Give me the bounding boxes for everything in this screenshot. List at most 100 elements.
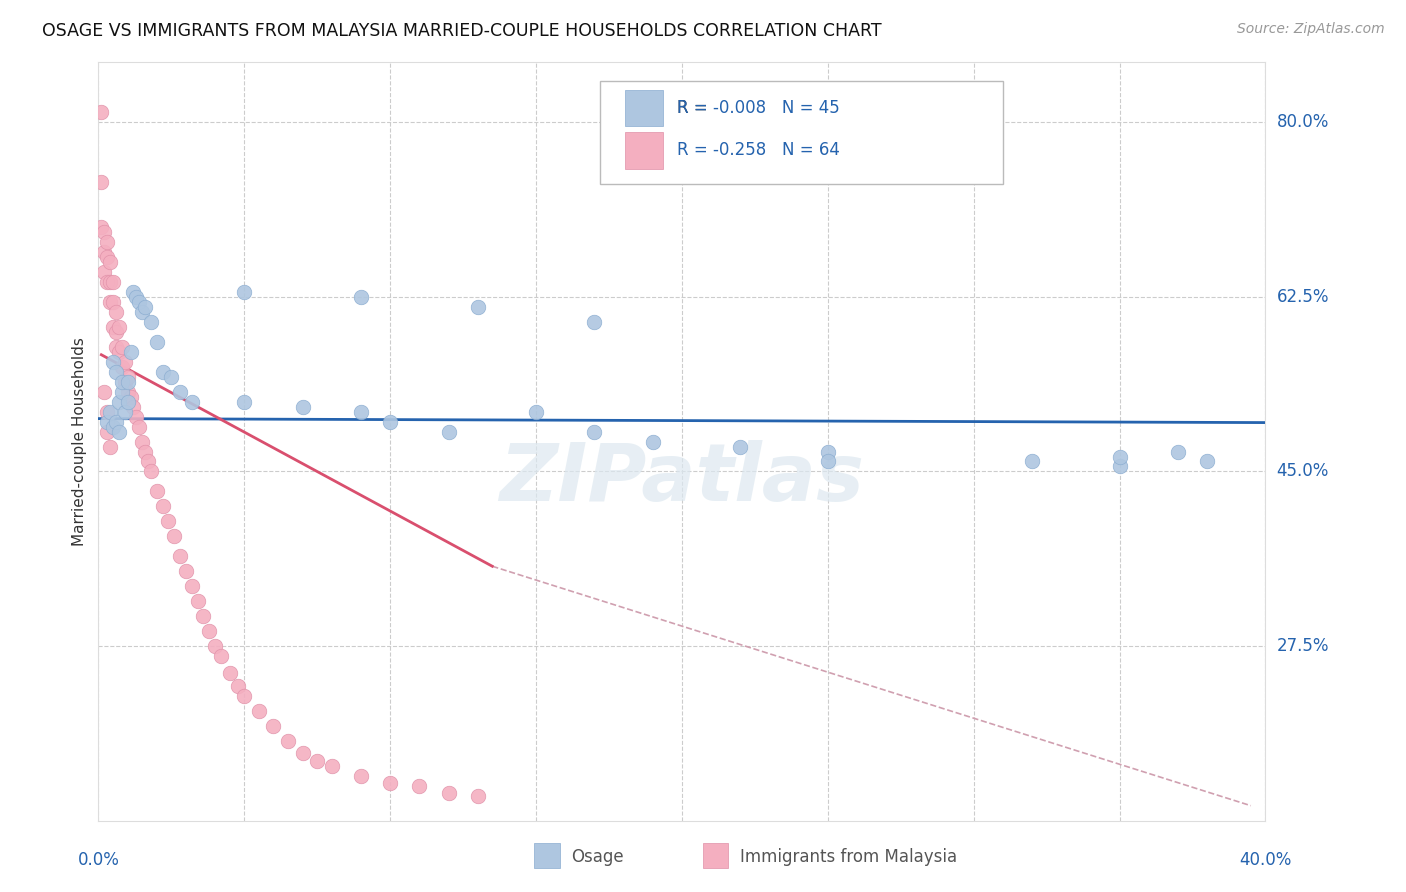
Point bbox=[104, 305, 127, 319]
Text: 27.5%: 27.5% bbox=[1277, 637, 1329, 655]
Point bbox=[98, 404, 121, 418]
Point bbox=[1021, 454, 1043, 468]
Point bbox=[174, 564, 197, 578]
Point bbox=[96, 235, 118, 249]
Point bbox=[93, 265, 115, 279]
Text: Osage: Osage bbox=[571, 848, 623, 866]
Point bbox=[114, 404, 136, 418]
Point bbox=[467, 789, 489, 803]
Point bbox=[291, 746, 314, 760]
Point bbox=[93, 244, 115, 259]
Point bbox=[157, 514, 180, 528]
Point bbox=[90, 175, 112, 189]
Point bbox=[93, 225, 115, 239]
Point bbox=[111, 384, 134, 399]
Point bbox=[817, 444, 839, 458]
Text: ZIPatlas: ZIPatlas bbox=[499, 441, 865, 518]
Point bbox=[583, 315, 606, 329]
Point bbox=[321, 758, 343, 772]
Point bbox=[524, 404, 547, 418]
Point bbox=[125, 409, 148, 424]
Point bbox=[111, 340, 134, 354]
Point bbox=[104, 340, 127, 354]
Bar bbox=[624, 89, 664, 126]
Text: Immigrants from Malaysia: Immigrants from Malaysia bbox=[740, 848, 956, 866]
Point bbox=[114, 375, 136, 389]
Point bbox=[583, 425, 606, 439]
Point bbox=[233, 285, 256, 299]
Text: 40.0%: 40.0% bbox=[1239, 851, 1292, 869]
Point bbox=[193, 609, 215, 624]
Point bbox=[131, 305, 153, 319]
Point bbox=[1195, 454, 1218, 468]
Point bbox=[90, 220, 112, 235]
Point bbox=[98, 255, 121, 269]
Point bbox=[101, 355, 124, 369]
Point bbox=[108, 425, 131, 439]
Point bbox=[817, 454, 839, 468]
Point bbox=[114, 355, 136, 369]
Point bbox=[350, 769, 373, 783]
Point bbox=[104, 415, 127, 429]
Point bbox=[1108, 450, 1130, 464]
Y-axis label: Married-couple Households: Married-couple Households bbox=[72, 337, 87, 546]
Point bbox=[198, 624, 221, 639]
Text: 0.0%: 0.0% bbox=[77, 851, 120, 869]
Point bbox=[380, 776, 402, 790]
Point bbox=[146, 484, 169, 499]
Text: OSAGE VS IMMIGRANTS FROM MALAYSIA MARRIED-COUPLE HOUSEHOLDS CORRELATION CHART: OSAGE VS IMMIGRANTS FROM MALAYSIA MARRIE… bbox=[42, 22, 882, 40]
Point bbox=[134, 444, 156, 458]
Point bbox=[262, 719, 284, 733]
Point bbox=[101, 294, 124, 309]
Point bbox=[98, 294, 121, 309]
Point bbox=[117, 369, 139, 384]
Point bbox=[120, 344, 142, 359]
Point bbox=[117, 375, 139, 389]
Point bbox=[218, 665, 240, 680]
Point bbox=[228, 679, 250, 693]
Point bbox=[160, 369, 183, 384]
Point bbox=[104, 325, 127, 339]
Point bbox=[247, 704, 270, 718]
Point bbox=[467, 300, 489, 314]
Point bbox=[152, 365, 174, 379]
Point bbox=[233, 689, 256, 703]
Point bbox=[437, 425, 460, 439]
Point bbox=[108, 319, 131, 334]
Point bbox=[152, 500, 174, 514]
Point bbox=[108, 394, 131, 409]
Point bbox=[277, 734, 299, 748]
Point bbox=[233, 394, 256, 409]
Point bbox=[437, 786, 460, 800]
Point bbox=[350, 290, 373, 304]
Point bbox=[96, 415, 118, 429]
Point bbox=[350, 404, 373, 418]
Point bbox=[180, 394, 202, 409]
Point bbox=[291, 400, 314, 414]
Text: R = -0.258   N = 64: R = -0.258 N = 64 bbox=[678, 142, 841, 160]
Point bbox=[96, 404, 118, 418]
Point bbox=[169, 384, 191, 399]
Bar bbox=[703, 843, 728, 868]
Point bbox=[96, 275, 118, 289]
Text: 62.5%: 62.5% bbox=[1277, 288, 1329, 306]
Point bbox=[139, 465, 162, 479]
Point bbox=[117, 394, 139, 409]
Point bbox=[101, 319, 124, 334]
Point bbox=[169, 549, 191, 564]
Point bbox=[101, 419, 124, 434]
FancyBboxPatch shape bbox=[600, 81, 1002, 184]
Point bbox=[134, 300, 156, 314]
Point bbox=[180, 579, 202, 593]
Point bbox=[380, 415, 402, 429]
Point bbox=[146, 334, 169, 349]
Point bbox=[139, 315, 162, 329]
Point bbox=[136, 454, 159, 468]
Point bbox=[104, 365, 127, 379]
Point bbox=[93, 384, 115, 399]
Point bbox=[187, 594, 209, 608]
Point bbox=[125, 290, 148, 304]
Point bbox=[1108, 459, 1130, 474]
Text: 80.0%: 80.0% bbox=[1277, 113, 1329, 131]
Point bbox=[117, 384, 139, 399]
